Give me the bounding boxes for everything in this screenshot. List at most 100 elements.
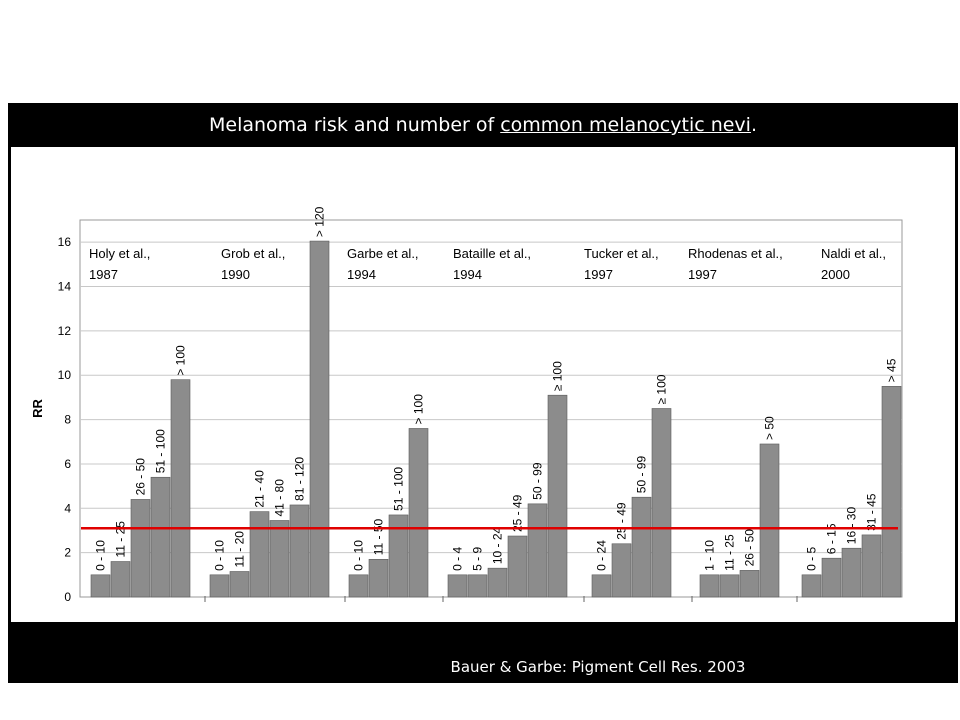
title-underlined: common melanocytic nevi [500,114,751,136]
y-axis-label: RR [30,399,45,418]
bar [591,574,612,598]
bar-category-label: 0 - 5 [805,546,819,570]
bar-category-label: 1 - 10 [703,540,717,571]
bar-category-label: 10 - 24 [491,526,505,564]
bar [861,534,882,598]
bar-category-label: 0 - 10 [213,540,227,571]
study-name-label: Grob et al., [221,246,285,261]
y-tick-label: 10 [58,368,72,382]
bar [651,408,672,598]
bar-category-label: 6 - 15 [825,523,839,554]
title-suffix: . [750,114,758,136]
bar-category-label: 50 - 99 [531,462,545,500]
bar-category-label: > 120 [313,206,327,237]
y-tick-label: 0 [64,590,71,604]
bar-category-label: 25 - 49 [615,502,629,540]
study-name-label: Holy et al., [89,246,150,261]
bar-category-label: 0 - 10 [94,540,108,571]
bar [487,567,508,598]
bar-category-label: 11 - 25 [723,534,737,571]
slide-title: Melanoma risk and number of common melan… [8,103,958,147]
y-tick-label: 6 [64,457,71,471]
bar-category-label: 5 - 9 [471,546,485,570]
bar [269,520,290,598]
bar-category-label: ≥ 100 [551,361,565,391]
study-name-label: Tucker et al., [584,246,659,261]
bar-category-label: ≥ 100 [655,374,669,404]
bar [110,561,131,598]
bar [130,499,151,598]
y-tick-label: 16 [58,235,72,249]
title-prefix: Melanoma risk and number of [208,114,501,136]
bar-category-label: > 100 [174,345,188,376]
y-tick-label: 4 [64,501,71,515]
bar [719,574,740,598]
bar-category-label: 51 - 100 [392,467,406,511]
slide-frame: Melanoma risk and number of common melan… [8,103,958,683]
study-year-label: 1994 [453,267,482,282]
bar-chart: 0 2 4 6 8 10 12 14 16 RR Holy et al., 1987 0 - 10 11 … [30,206,903,604]
y-tick-label: 14 [58,280,72,294]
bar [348,574,369,598]
bar [759,443,780,598]
bar [611,543,632,598]
bar-category-label: 16 - 30 [845,507,859,545]
bar [309,240,330,598]
bar [507,535,528,598]
bar-category-label: 26 - 50 [743,529,757,567]
study-year-label: 1997 [688,267,717,282]
y-tick-label: 12 [58,324,72,338]
bar-category-label: 0 - 4 [451,546,465,570]
bar-category-label: 11 - 50 [372,519,386,556]
bar [821,557,842,598]
citation: Bauer & Garbe: Pigment Cell Res. 2003 [450,658,746,676]
bar-category-label: 41 - 80 [273,479,287,517]
bar-category-label: 11 - 20 [233,531,247,568]
bar-category-label: 50 - 99 [635,456,649,494]
bar [527,503,548,598]
bar [801,574,822,598]
y-tick-label: 8 [64,413,71,427]
study-name-label: Rhodenas et al., [688,246,783,261]
bar-category-label: 81 - 120 [293,457,307,501]
bar-category-label: 0 - 10 [352,540,366,571]
bar [209,574,230,598]
study-year-label: 1994 [347,267,376,282]
bar-category-label: 51 - 100 [154,429,168,473]
bar [408,428,429,598]
study-year-label: 1997 [584,267,613,282]
bar-category-label: > 50 [763,416,777,440]
bar [547,394,568,598]
bar [881,386,902,598]
bar-category-label: > 45 [885,358,899,382]
bar-category-label: 25 - 49 [511,494,525,532]
study-year-label: 2000 [821,267,850,282]
y-tick-label: 2 [64,546,71,560]
bar-category-label: 31 - 45 [865,493,879,531]
bar-category-label: > 100 [412,394,426,425]
bar [388,514,409,598]
bar-category-label: 21 - 40 [253,470,267,508]
study-name-label: Naldi et al., [821,246,886,261]
bar [631,496,652,598]
bar [90,574,111,598]
bar-category-label: 0 - 24 [595,540,609,571]
study-name-label: Garbe et al., [347,246,419,261]
bar [150,476,171,598]
bar-category-label: 26 - 50 [134,458,148,496]
bar [467,574,488,598]
chart-panel: 0 2 4 6 8 10 12 14 16 RR Holy et al., 1987 0 - 10 11 … [11,147,955,622]
bar [699,574,720,598]
bar-category-label: 11 - 25 [114,521,128,558]
bar [368,558,389,598]
bar [229,571,250,598]
bar [289,504,310,598]
study-year-label: 1987 [89,267,118,282]
study-year-label: 1990 [221,267,250,282]
study-name-label: Bataille et al., [453,246,531,261]
bar [170,379,191,598]
bar [739,570,760,598]
bar [447,574,468,598]
bar [249,511,270,598]
bar [841,547,862,598]
